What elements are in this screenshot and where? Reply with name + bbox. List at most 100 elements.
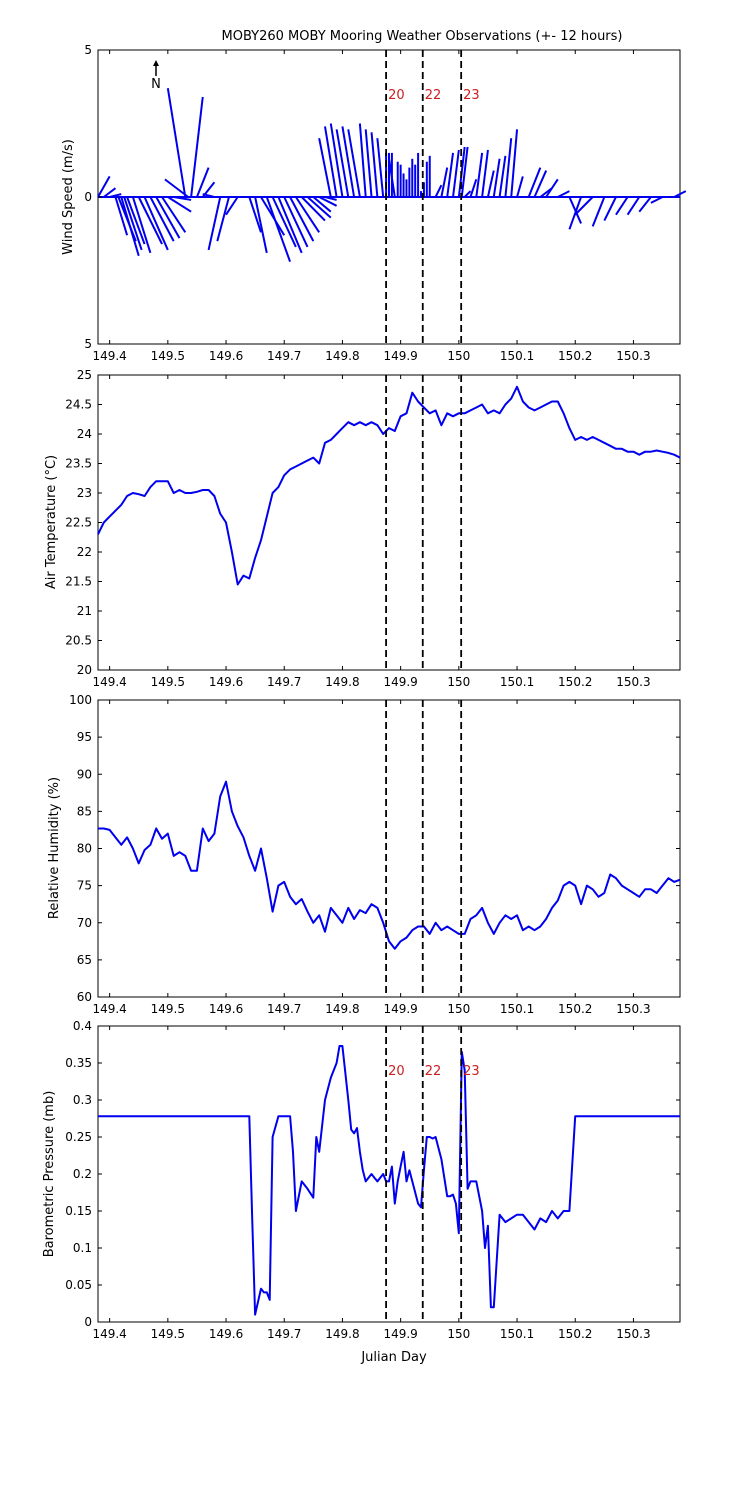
wind-speed-x-tick-label: 149.9 bbox=[383, 349, 417, 363]
air-temperature-x-tick-label: 150 bbox=[447, 675, 470, 689]
wind-vector-stick bbox=[131, 196, 152, 254]
wind-speed-x-tick-label: 149.5 bbox=[151, 349, 185, 363]
north-arrow-icon bbox=[153, 60, 159, 66]
air-temperature-event-markers bbox=[385, 375, 463, 670]
barometric-pressure-y-tick-label: 0.25 bbox=[65, 1130, 92, 1144]
wind-vector-stick bbox=[126, 196, 146, 245]
wind-vector-stick bbox=[149, 196, 175, 242]
barometric-pressure-panel: Barometric Pressure (mb) 149.4 149.5 149.6… bbox=[42, 1019, 681, 1341]
wind-vector-stick bbox=[460, 146, 469, 198]
wind-speed-y-tick-label: 5 bbox=[84, 43, 92, 57]
north-label: N bbox=[151, 77, 161, 92]
barometric-pressure-x-tick-label: 149.8 bbox=[325, 1327, 359, 1341]
air-temperature-x-tick-label: 149.7 bbox=[267, 675, 301, 689]
relative-humidity-y-tick-label: 80 bbox=[77, 842, 92, 856]
wind-vector-stick bbox=[196, 167, 210, 198]
wind-vector-stick bbox=[341, 126, 356, 198]
barometric-pressure-x-tick-label: 149.4 bbox=[92, 1327, 126, 1341]
wind-vector-stick bbox=[638, 196, 652, 213]
wind-vector-stick bbox=[324, 196, 337, 201]
relative-humidity-x-tick-label: 149.7 bbox=[267, 1002, 301, 1016]
wind-speed-y-ticks: 5 0 5 bbox=[84, 43, 102, 351]
wind-vector-stick bbox=[446, 152, 455, 198]
air-temperature-y-label: Air Temperature (°C) bbox=[44, 455, 59, 589]
wind-speed-x-tick-label: 149.7 bbox=[267, 349, 301, 363]
relative-humidity-y-tick-label: 90 bbox=[77, 767, 92, 781]
wind-vector-stick bbox=[498, 155, 507, 198]
relative-humidity-y-tick-label: 95 bbox=[77, 730, 92, 744]
wind-vector-stick bbox=[347, 129, 361, 198]
relative-humidity-y-tick-label: 100 bbox=[69, 693, 92, 707]
wind-vector-stick bbox=[463, 190, 472, 198]
wind-speed-y-label: Wind Speed (m/s) bbox=[61, 139, 76, 255]
relative-humidity-x-tick-label: 149.8 bbox=[325, 1002, 359, 1016]
relative-humidity-x-tick-label: 149.5 bbox=[151, 1002, 185, 1016]
wind-vector-stick bbox=[166, 88, 187, 198]
wind-vector-stick bbox=[626, 196, 641, 216]
air-temperature-y-tick-label: 24.5 bbox=[65, 398, 92, 412]
barometric-pressure-x-tick-label: 149.9 bbox=[383, 1327, 417, 1341]
wind-speed-y-tick-label: 5 bbox=[84, 337, 92, 351]
figure-title: MOBY260 MOBY Mooring Weather Observation… bbox=[222, 29, 623, 44]
wind-vector-stick bbox=[591, 196, 606, 227]
wind-vector-stick bbox=[300, 196, 326, 222]
north-arrow: N bbox=[151, 60, 161, 92]
wind-vector-stick bbox=[452, 149, 460, 198]
barometric-pressure-y-tick-label: 0.1 bbox=[73, 1241, 92, 1255]
barometric-pressure-event-markers: 20 22 23 bbox=[385, 1026, 480, 1322]
wind-vector-stick bbox=[277, 196, 303, 254]
wind-vector-stick bbox=[114, 196, 129, 236]
air-temperature-y-ticks: 20 20.5 21 21.5 22 22.5 23 23.5 24 24.5 25 bbox=[65, 368, 680, 677]
wind-vector-stick bbox=[254, 196, 268, 254]
wind-speed-x-tick-label: 149.6 bbox=[209, 349, 243, 363]
wind-vector-stick bbox=[574, 196, 594, 216]
wind-vector-stick bbox=[283, 196, 309, 248]
wind-vector-stick bbox=[376, 138, 385, 198]
wind-speed-event-marker-label: 20 bbox=[388, 88, 405, 103]
barometric-pressure-y-ticks: 0 0.05 0.1 0.15 0.2 0.25 0.3 0.35 0.4 bbox=[65, 1019, 680, 1329]
wind-vector-stick bbox=[364, 129, 373, 198]
barometric-pressure-y-tick-label: 0.05 bbox=[65, 1278, 92, 1292]
barometric-pressure-y-tick-label: 0.35 bbox=[65, 1056, 92, 1070]
wind-vector-stick bbox=[123, 196, 143, 251]
air-temperature-panel: Air Temperature (°C) 149.4 149.5 149.6 149.… bbox=[44, 368, 681, 689]
barometric-pressure-event-marker-label: 22 bbox=[425, 1064, 442, 1079]
barometric-pressure-event-marker-label: 20 bbox=[388, 1064, 405, 1079]
wind-vector-stick bbox=[190, 96, 204, 198]
relative-humidity-series-line bbox=[98, 780, 681, 950]
barometric-pressure-x-tick-label: 149.7 bbox=[267, 1327, 301, 1341]
wind-vector-stick bbox=[202, 193, 215, 198]
wind-vector-stick bbox=[164, 178, 189, 198]
wind-vector-stick bbox=[167, 196, 192, 213]
wind-vector-stick bbox=[248, 196, 262, 233]
air-temperature-y-tick-label: 23.5 bbox=[65, 457, 92, 471]
wind-speed-x-tick-label: 149.4 bbox=[92, 349, 126, 363]
air-temperature-x-tick-label: 149.9 bbox=[383, 675, 417, 689]
wind-speed-x-tick-label: 150.2 bbox=[558, 349, 592, 363]
wind-vector-stick bbox=[434, 184, 443, 198]
relative-humidity-y-tick-label: 65 bbox=[77, 953, 92, 967]
barometric-pressure-x-tick-label: 150.3 bbox=[616, 1327, 650, 1341]
wind-vector-stick bbox=[289, 196, 315, 242]
relative-humidity-x-tick-label: 150 bbox=[447, 1002, 470, 1016]
wind-vector-stick bbox=[103, 187, 117, 198]
barometric-pressure-x-tick-label: 149.5 bbox=[151, 1327, 185, 1341]
wind-speed-sticks bbox=[97, 88, 687, 263]
barometric-pressure-event-marker-label: 23 bbox=[463, 1064, 480, 1079]
barometric-pressure-y-label: Barometric Pressure (mb) bbox=[42, 1091, 57, 1258]
wind-vector-stick bbox=[335, 129, 350, 198]
wind-vector-stick bbox=[109, 193, 122, 198]
wind-vector-stick bbox=[271, 196, 297, 248]
air-temperature-y-tick-label: 21 bbox=[77, 604, 92, 618]
air-temperature-x-tick-label: 150.2 bbox=[558, 675, 592, 689]
wind-vector-stick bbox=[358, 123, 367, 198]
wind-vector-stick bbox=[120, 196, 140, 257]
wind-speed-x-tick-label: 150 bbox=[447, 349, 470, 363]
barometric-pressure-y-tick-label: 0.3 bbox=[73, 1093, 92, 1107]
relative-humidity-y-tick-label: 60 bbox=[77, 990, 92, 1004]
wind-vector-stick bbox=[265, 196, 292, 263]
wind-vector-stick bbox=[486, 170, 495, 198]
wind-speed-x-tick-label: 150.3 bbox=[616, 349, 650, 363]
wind-vector-stick bbox=[318, 196, 338, 207]
relative-humidity-panel: Relative Humidity (%) 149.4 149.5 149.6 149… bbox=[47, 693, 681, 1016]
